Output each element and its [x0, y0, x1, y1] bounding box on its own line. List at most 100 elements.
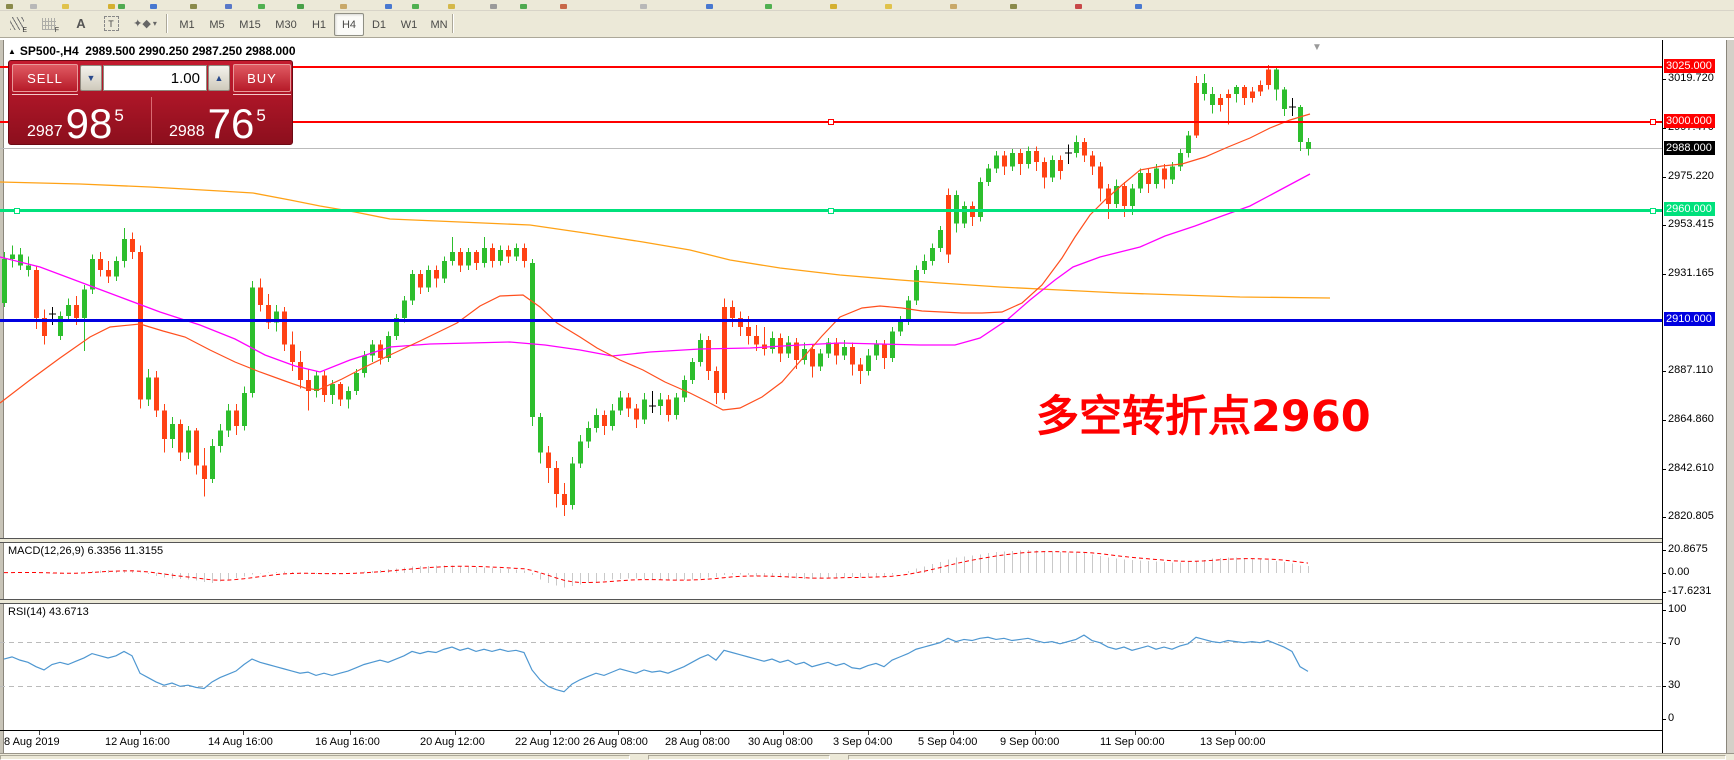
- chart-title: ▲ SP500-,H4 2989.500 2990.250 2987.250 29…: [8, 44, 296, 58]
- line-handle[interactable]: [1650, 119, 1656, 125]
- clipped-icon[interactable]: [560, 4, 567, 9]
- grid-f-icon[interactable]: F: [36, 13, 62, 34]
- sell-underline: [12, 94, 78, 95]
- line-handle[interactable]: [14, 207, 20, 214]
- horizontal-line-2910[interactable]: [0, 319, 1662, 322]
- time-axis-label: 20 Aug 12:00: [420, 736, 485, 748]
- clipped-icon[interactable]: [118, 4, 125, 9]
- bid-big: 98: [65, 100, 113, 148]
- rsi-axis-label: 0: [1668, 712, 1675, 724]
- clipped-icon[interactable]: [706, 4, 713, 9]
- macd-axis-label: 20.8675: [1668, 543, 1708, 555]
- clipped-icon[interactable]: [258, 4, 265, 9]
- window-edge-left: [0, 40, 4, 753]
- ask-big: 76: [207, 100, 255, 148]
- clipped-icon[interactable]: [6, 4, 13, 9]
- timeframe-button-m5[interactable]: M5: [209, 18, 225, 31]
- ask-price[interactable]: 2988 76 5: [169, 99, 266, 148]
- time-axis-label: 11 Sep 00:00: [1100, 736, 1165, 748]
- timeframe-button-w1[interactable]: W1: [400, 18, 418, 31]
- status-segment: [0, 755, 630, 760]
- volume-input[interactable]: [103, 65, 207, 91]
- macd-label: MACD(12,26,9) 6.3356 11.3155: [8, 545, 164, 557]
- rsi-canvas[interactable]: [0, 602, 1662, 730]
- timeframe-button-m30[interactable]: M30: [275, 18, 297, 31]
- clipped-icon[interactable]: [62, 4, 69, 9]
- macd-axis-tick: [1662, 550, 1666, 551]
- volume-increase-button[interactable]: ▲: [208, 65, 230, 91]
- timeframe-button-m15[interactable]: M15: [239, 18, 261, 31]
- clipped-icon[interactable]: [30, 4, 37, 9]
- price-axis-label: 2975.220: [1668, 170, 1714, 182]
- rsi-axis-label: 100: [1668, 603, 1687, 615]
- price-axis-label: 2931.165: [1668, 267, 1714, 279]
- clipped-icon[interactable]: [225, 4, 232, 9]
- timeframe-button-h4[interactable]: H4: [334, 13, 364, 36]
- price-axis-label: 2842.610: [1668, 462, 1714, 474]
- buy-button[interactable]: BUY: [233, 64, 291, 92]
- price-divider: [151, 97, 152, 143]
- indicators-hatch-icon[interactable]: E: [4, 13, 30, 34]
- line-handle[interactable]: [828, 119, 834, 125]
- clipped-icon[interactable]: [190, 4, 197, 9]
- clipped-icon[interactable]: [297, 4, 304, 9]
- clipped-icon[interactable]: [1075, 4, 1082, 9]
- clipped-icon[interactable]: [640, 4, 647, 9]
- text-a-icon[interactable]: A: [68, 13, 94, 34]
- price-badge-3000.000: 3000.000: [1664, 114, 1715, 128]
- rsi-separator[interactable]: [0, 599, 1662, 604]
- bid-price[interactable]: 2987 98 5: [27, 99, 124, 148]
- triangle-up-icon: ▲: [214, 73, 224, 83]
- macd-separator[interactable]: [0, 538, 1662, 543]
- price-axis-label: 2953.415: [1668, 218, 1714, 230]
- time-axis-tick: [618, 731, 619, 735]
- horizontal-line-3025[interactable]: [0, 66, 1662, 68]
- price-badge-2988.000: 2988.000: [1664, 141, 1715, 155]
- clipped-icon[interactable]: [1010, 4, 1017, 9]
- clipped-icon[interactable]: [150, 4, 157, 9]
- bid-sup: 5: [114, 106, 124, 125]
- rsi-axis-label: 30: [1668, 679, 1681, 691]
- price-axis-label: 2887.110: [1668, 364, 1714, 376]
- volume-decrease-button[interactable]: ▼: [80, 65, 102, 91]
- main-chart-canvas[interactable]: [0, 40, 1662, 538]
- clipped-icon[interactable]: [520, 4, 527, 9]
- time-axis-label: 9 Sep 00:00: [1000, 736, 1060, 748]
- clipped-icon[interactable]: [448, 4, 455, 9]
- label-t-icon[interactable]: T: [98, 13, 124, 34]
- clipped-icon[interactable]: [830, 4, 837, 9]
- clipped-icon[interactable]: [340, 4, 347, 9]
- horizontal-line-2988[interactable]: [0, 148, 1662, 149]
- clipped-icon[interactable]: [412, 4, 419, 9]
- objects-icon[interactable]: ✦◆ ▾: [133, 18, 157, 30]
- a-glyph: A: [76, 16, 86, 31]
- clipped-icon[interactable]: [885, 4, 892, 9]
- time-axis-border: [0, 730, 1662, 731]
- sell-button[interactable]: SELL: [12, 64, 78, 92]
- time-axis-tick: [953, 731, 954, 735]
- collapse-triangle-icon[interactable]: ▲: [8, 47, 16, 56]
- chart-window[interactable]: [0, 40, 1734, 753]
- clipped-icon[interactable]: [490, 4, 497, 9]
- clipped-icon[interactable]: [765, 4, 772, 9]
- rsi-axis-tick: [1662, 686, 1666, 687]
- line-handle[interactable]: [1650, 207, 1656, 214]
- clipped-icon[interactable]: [1135, 4, 1142, 9]
- chart-shift-marker[interactable]: ▼: [1312, 42, 1322, 53]
- annotation-text[interactable]: 多空转折点2960: [1036, 392, 1371, 442]
- clipped-icon[interactable]: [385, 4, 392, 9]
- clipped-icon[interactable]: [108, 4, 115, 9]
- timeframe-button-m1[interactable]: M1: [179, 18, 195, 31]
- timeframe-button-mn[interactable]: MN: [430, 18, 448, 31]
- clipped-icon[interactable]: [950, 4, 957, 9]
- price-axis-tick: [1662, 128, 1666, 129]
- price-axis-tick: [1662, 79, 1666, 80]
- line-handle[interactable]: [828, 207, 834, 214]
- t-glyph: T: [103, 16, 119, 31]
- price-axis-tick: [1662, 225, 1666, 226]
- price-axis-tick: [1662, 274, 1666, 275]
- time-axis-label: 14 Aug 16:00: [208, 736, 273, 748]
- timeframe-button-d1[interactable]: D1: [371, 18, 387, 31]
- timeframe-button-h1[interactable]: H1: [311, 18, 327, 31]
- macd-canvas[interactable]: [0, 541, 1662, 599]
